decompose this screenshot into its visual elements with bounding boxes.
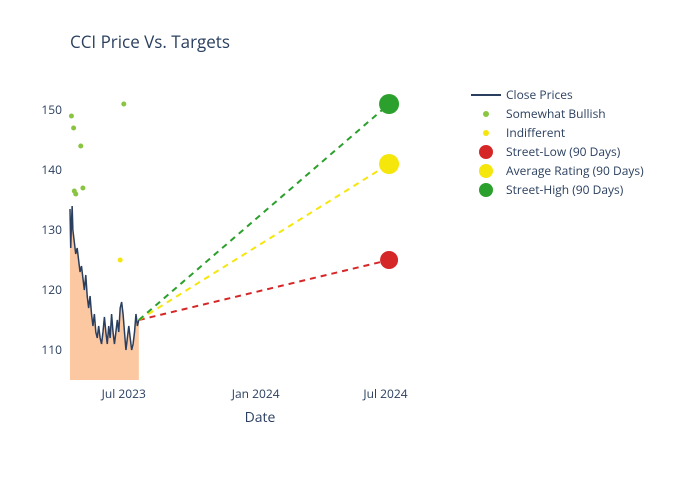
chart-title: CCI Price Vs. Targets (70, 30, 230, 53)
legend-swatch (470, 183, 502, 197)
legend-label: Somewhat Bullish (506, 105, 606, 122)
x-axis-label: Date (70, 408, 450, 427)
y-tick-label: 130 (41, 221, 62, 238)
bullish-point (121, 102, 126, 107)
legend-label: Street-Low (90 Days) (506, 143, 620, 160)
legend-item[interactable]: Close Prices (470, 85, 644, 104)
legend-item[interactable]: Street-Low (90 Days) (470, 142, 644, 161)
y-axis-label: Price (9, 0, 28, 90)
indifferent-point (118, 258, 123, 263)
bullish-point (80, 186, 85, 191)
x-tick-label: Jan 2024 (231, 385, 280, 402)
bullish-point (69, 114, 74, 119)
target-line-street_low (139, 260, 389, 320)
legend-label: Street-High (90 Days) (506, 181, 623, 198)
target-line-average (139, 164, 389, 320)
bullish-point (73, 192, 78, 197)
legend-label: Indifferent (506, 124, 565, 141)
bullish-point (71, 126, 76, 131)
legend: Close Prices Somewhat Bullish Indifferent S… (470, 85, 644, 199)
legend-item[interactable]: Indifferent (470, 123, 644, 142)
bullish-point (78, 144, 83, 149)
y-tick-label: 120 (41, 281, 62, 298)
y-tick-label: 150 (41, 101, 62, 118)
y-tick-label: 140 (41, 161, 62, 178)
x-tick-label: Jul 2024 (362, 385, 407, 402)
target-dot-street_high (379, 94, 399, 114)
y-tick-label: 110 (41, 341, 62, 358)
legend-swatch (470, 164, 502, 178)
chart-container: CCI Price Vs. Targets Price 110120130140… (0, 0, 700, 500)
price-area (70, 206, 139, 380)
legend-swatch (470, 126, 502, 140)
x-tick-label: Jul 2023 (101, 385, 146, 402)
target-dot-street_low (380, 251, 398, 269)
legend-item[interactable]: Street-High (90 Days) (470, 180, 644, 199)
legend-label: Average Rating (90 Days) (506, 162, 644, 179)
legend-item[interactable]: Average Rating (90 Days) (470, 161, 644, 180)
legend-swatch (470, 88, 502, 102)
legend-swatch (470, 145, 502, 159)
plot-area: 110120130140150Jul 2023Jan 2024Jul 2024 (70, 80, 450, 380)
target-dot-average (379, 154, 399, 174)
target-line-street_high (139, 104, 389, 320)
legend-item[interactable]: Somewhat Bullish (470, 104, 644, 123)
legend-swatch (470, 107, 502, 121)
legend-label: Close Prices (506, 86, 573, 103)
